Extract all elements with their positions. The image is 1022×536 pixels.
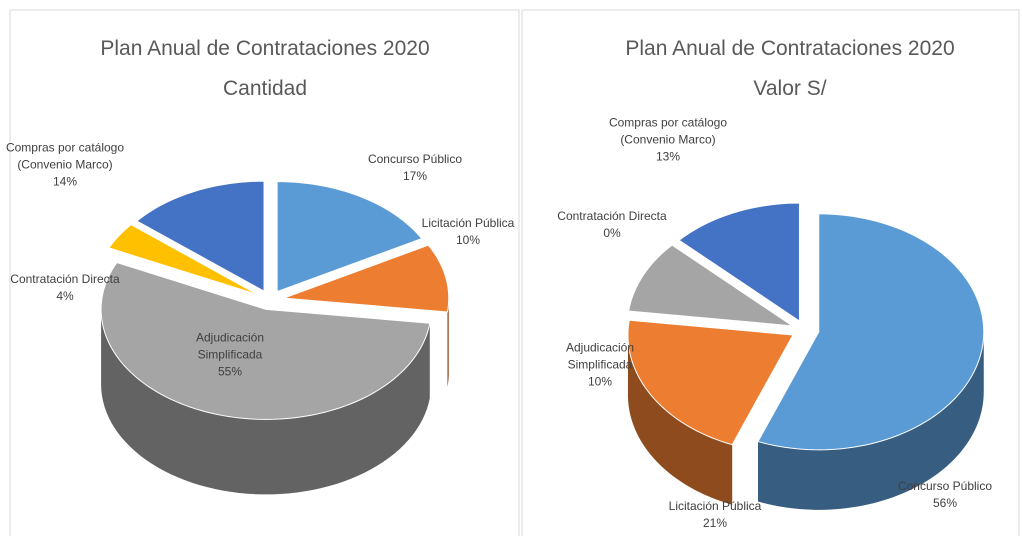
value-label: 55%: [217, 364, 243, 379]
data-label: Adjudicación Simplificada 10%: [535, 340, 665, 391]
chart-subtitle: Cantidad: [223, 77, 307, 100]
pie-slice: [100, 261, 431, 495]
data-label: Contratación Directa 4%: [0, 271, 130, 305]
data-label: Concurso Público 17%: [350, 151, 480, 185]
slice-top: [283, 244, 450, 313]
panel-border: [521, 9, 1020, 536]
data-label: Compras por catálogo (Convenio Marco) 14%: [0, 140, 130, 191]
slice-side: [627, 334, 733, 505]
value-label: 14%: [52, 174, 78, 189]
value-label: 56%: [932, 496, 958, 510]
category-name: Concurso Público: [367, 152, 463, 166]
category-name: Licitación Pública: [421, 216, 515, 230]
category-name: Concurso Público: [897, 479, 993, 493]
slice-top: [628, 244, 793, 327]
value-label: 10%: [455, 233, 481, 247]
data-label: Licitación Pública 21%: [650, 498, 780, 532]
category-name: Contratación Directa: [557, 209, 667, 223]
value-label: 13%: [655, 149, 681, 164]
pie-slice: [135, 180, 265, 292]
category-name: Licitación Pública: [668, 499, 762, 513]
slice-top: [627, 319, 794, 446]
pie-slice: [628, 244, 793, 327]
slice-top: [757, 213, 985, 451]
slice-top: [276, 181, 423, 293]
slice-top: [108, 224, 259, 296]
data-label: Adjudicación Simplificada 55%: [165, 330, 295, 381]
pie-slice: [283, 244, 450, 387]
pie-slice: [674, 242, 796, 324]
slice-top: [674, 242, 796, 324]
pie-slice: [627, 319, 794, 505]
slice-side: [758, 331, 984, 510]
chart-subtitle: Valor S/: [753, 77, 826, 100]
value-label: 17%: [402, 169, 428, 183]
category-name: Compras por catálogo (Convenio Marco): [5, 140, 125, 172]
slice-side: [101, 309, 430, 495]
category-name: Contratación Directa: [10, 272, 120, 286]
pie-slice: [757, 213, 985, 510]
chart-title: Plan Anual de Contrataciones 2020: [100, 37, 429, 60]
panel-border: [9, 9, 520, 536]
category-name: Adjudicación Simplificada: [195, 330, 265, 362]
slice-top: [678, 202, 800, 322]
slice-top: [135, 180, 265, 292]
category-name: Compras por catálogo (Convenio Marco): [608, 115, 728, 147]
data-label: Concurso Público 56%: [880, 478, 1010, 512]
pie-slice: [276, 181, 423, 293]
chart-title: Plan Anual de Contrataciones 2020: [625, 37, 954, 60]
pie-slice: [678, 202, 800, 322]
data-label: Compras por catálogo (Convenio Marco) 13%: [603, 115, 733, 166]
value-label: 0%: [603, 226, 621, 240]
value-label: 10%: [587, 374, 613, 389]
value-label: 21%: [702, 516, 728, 530]
slice-side: [447, 298, 449, 387]
pie-slice: [108, 224, 259, 296]
category-name: Adjudicación Simplificada: [565, 340, 635, 372]
slice-top: [100, 261, 431, 420]
data-label: Licitación Pública 10%: [403, 215, 533, 249]
value-label: 4%: [56, 289, 74, 303]
data-label: Contratación Directa 0%: [547, 208, 677, 242]
